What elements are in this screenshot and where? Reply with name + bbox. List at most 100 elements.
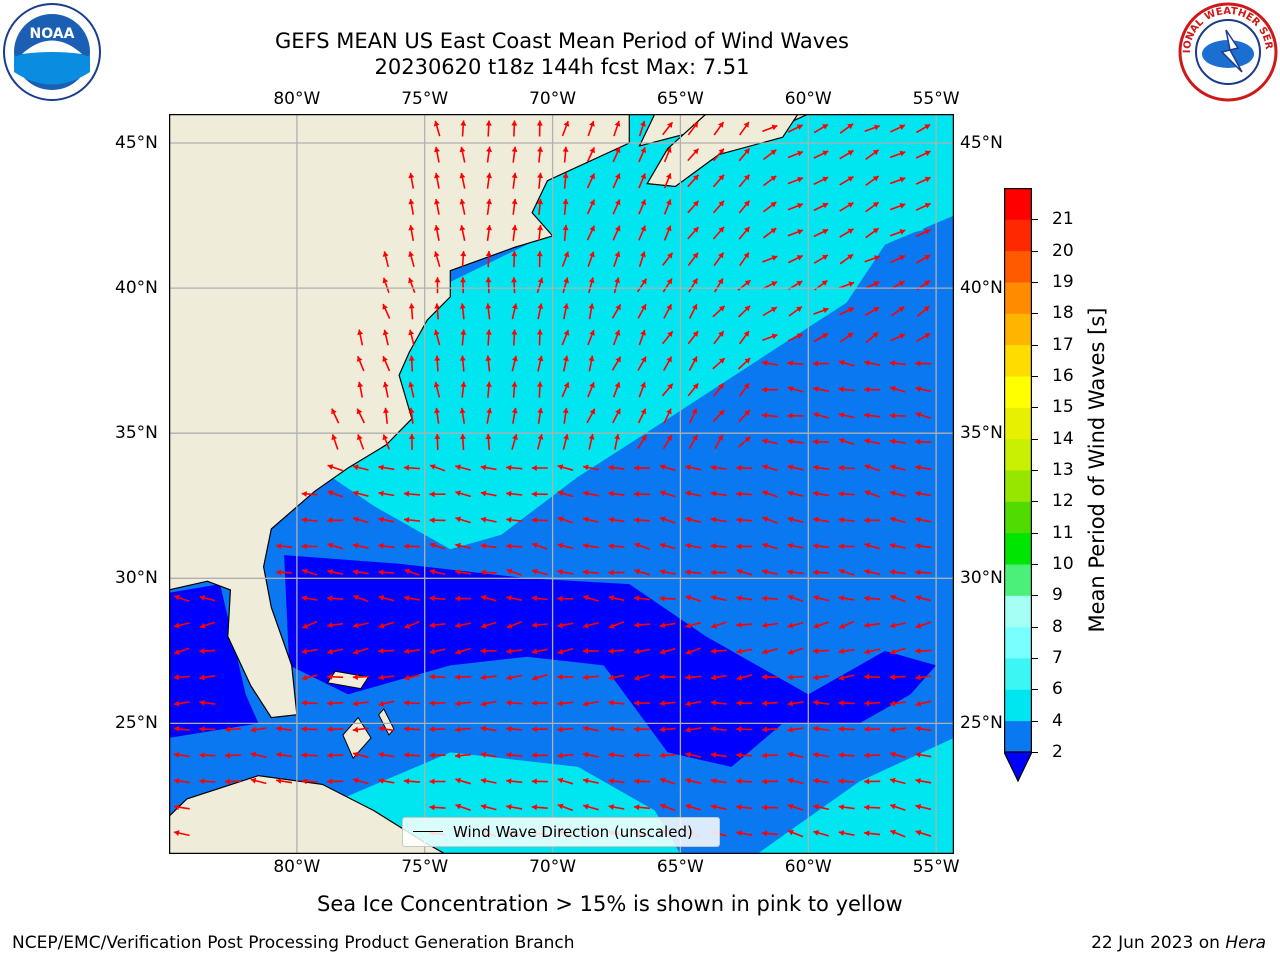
arrow-head	[787, 360, 793, 367]
wave-direction-arrow	[356, 355, 365, 372]
arrow-head	[429, 622, 435, 629]
wave-direction-arrow	[633, 752, 651, 759]
wave-direction-arrow	[582, 647, 599, 654]
wave-direction-arrow	[608, 543, 625, 550]
wave-direction-arrow	[199, 621, 216, 629]
wave-direction-arrow	[687, 148, 700, 162]
arrow-head	[455, 542, 461, 549]
arrow-head	[512, 355, 518, 362]
wave-direction-arrow	[588, 355, 595, 372]
arrow-head	[455, 464, 461, 471]
arrow-head	[378, 648, 384, 654]
wave-direction-arrow	[634, 568, 650, 576]
wave-direction-arrow	[787, 569, 804, 576]
arrow-head	[761, 386, 767, 393]
arrow-head	[485, 381, 492, 387]
arrow-head	[408, 355, 415, 361]
wave-direction-arrow	[736, 752, 753, 759]
arrow-head	[174, 649, 180, 655]
arrow-head	[736, 517, 742, 524]
colorbar-segment	[1004, 720, 1032, 753]
arrow-head	[506, 595, 512, 601]
wave-direction-arrow	[638, 199, 646, 215]
colorbar-tick-label: 13	[1052, 460, 1074, 480]
arrow-head	[822, 229, 829, 235]
colorbar-tick-label: 10	[1052, 554, 1074, 574]
wave-direction-arrow	[738, 147, 751, 162]
wave-direction-arrow	[662, 434, 673, 450]
wave-direction-arrow	[612, 146, 621, 163]
colorbar-tick-label: 7	[1052, 648, 1063, 668]
wave-direction-arrow	[531, 491, 548, 498]
wave-direction-arrow	[710, 648, 727, 655]
wave-direction-arrow	[915, 543, 932, 549]
wave-direction-arrow	[736, 778, 753, 785]
lon-label-bottom: 70°W	[529, 857, 577, 877]
arrow-head	[838, 386, 844, 393]
arrow-head	[838, 752, 844, 759]
arrow-head	[531, 491, 537, 498]
map-legend: Wind Wave Direction (unscaled)	[402, 817, 720, 847]
wave-direction-arrow	[685, 700, 702, 707]
wave-direction-arrow	[736, 804, 753, 811]
arrow-head	[899, 124, 905, 130]
wave-direction-arrow	[429, 778, 446, 785]
arrow-head	[609, 623, 615, 629]
arrow-head	[838, 359, 845, 366]
wave-direction-arrow	[378, 725, 395, 732]
arrow-head	[532, 568, 538, 575]
arrow-head	[743, 252, 749, 259]
wave-direction-arrow	[301, 543, 318, 550]
wave-direction-arrow	[608, 648, 625, 655]
arrow-head	[838, 412, 845, 419]
map-panel: Wind Wave Direction (unscaled)	[169, 114, 954, 854]
wave-direction-arrow	[762, 490, 778, 498]
wave-direction-arrow	[582, 464, 599, 471]
arrow-head	[915, 622, 922, 629]
wave-direction-arrow	[511, 407, 518, 424]
arrow-head	[744, 226, 750, 233]
arrow-head	[685, 700, 691, 707]
arrow-head	[787, 464, 794, 471]
arrow-head	[589, 225, 595, 232]
wave-direction-arrow	[889, 490, 906, 497]
wave-direction-arrow	[408, 433, 415, 450]
arrow-head	[685, 649, 692, 655]
wave-direction-arrow	[531, 700, 548, 707]
arrow-head	[813, 674, 819, 681]
arrow-head	[537, 407, 544, 414]
wave-direction-arrow	[685, 726, 702, 733]
wave-direction-arrow	[455, 595, 472, 602]
arrow-head	[301, 491, 307, 497]
wave-direction-arrow	[890, 333, 906, 342]
arrow-head	[608, 778, 614, 785]
arrow-head	[352, 674, 358, 681]
wave-direction-arrow	[301, 674, 318, 681]
arrow-head	[847, 332, 854, 339]
wave-direction-arrow	[736, 595, 753, 602]
colorbar-segment	[1004, 470, 1032, 502]
arrow-head	[659, 648, 666, 655]
arrow-head	[378, 464, 384, 471]
arrow-head	[744, 148, 750, 155]
arrow-head	[173, 700, 180, 707]
wave-direction-arrow	[537, 407, 544, 424]
wave-direction-arrow	[582, 751, 599, 758]
arrow-head	[666, 278, 672, 285]
arrow-head	[511, 277, 517, 283]
arrow-head	[353, 490, 359, 497]
arrow-head	[199, 726, 205, 733]
arrow-head	[685, 674, 691, 681]
lat-label-left: 45°N	[115, 133, 158, 154]
wave-direction-arrow	[762, 306, 778, 317]
arrow-head	[537, 277, 544, 284]
wave-direction-arrow	[587, 329, 595, 346]
arrow-head	[403, 752, 410, 759]
arrow-head	[640, 329, 646, 336]
wave-direction-arrow	[608, 725, 625, 732]
wave-direction-arrow	[612, 381, 621, 398]
wave-direction-arrow	[506, 648, 523, 655]
wave-direction-arrow	[588, 277, 595, 294]
wave-direction-arrow	[429, 752, 446, 759]
lat-label-left: 25°N	[115, 713, 158, 734]
